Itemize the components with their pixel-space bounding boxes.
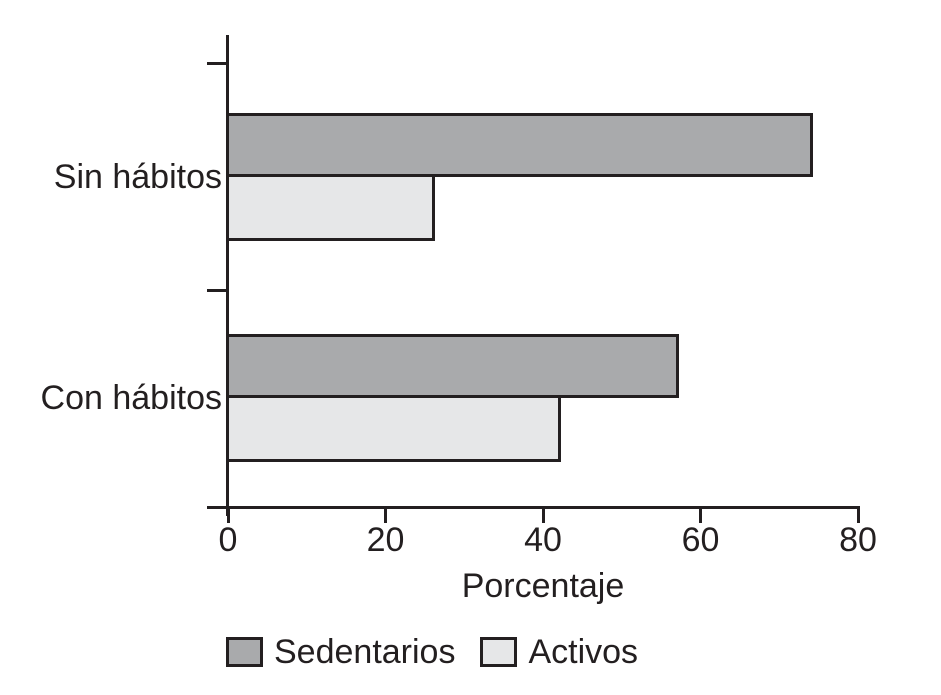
x-tick-label: 40 [524, 521, 562, 559]
bar-sedentarios [226, 333, 679, 398]
y-axis-tick [207, 62, 228, 65]
category-label: Sin hábitos [53, 157, 222, 196]
legend-swatch-sedentarios-icon [226, 637, 263, 667]
x-tick-label: 60 [681, 521, 720, 559]
x-axis-tick [699, 506, 702, 523]
legend: Sedentarios Activos [226, 633, 638, 671]
x-axis-tick [856, 506, 860, 523]
x-axis-tick [541, 506, 545, 523]
legend-item: Sedentarios [226, 633, 455, 671]
legend-label: Activos [528, 633, 639, 671]
legend-label: Sedentarios [274, 633, 456, 671]
bar-activos [226, 173, 435, 241]
y-axis-tick [207, 289, 228, 292]
x-axis-tick [226, 506, 230, 523]
x-tick-label: 80 [839, 521, 877, 559]
x-axis-tick [384, 506, 387, 523]
bar-sedentarios [226, 112, 813, 177]
x-axis-title: Porcentaje [461, 567, 625, 605]
x-axis-line [207, 506, 858, 509]
category-label: Con hábitos [40, 378, 222, 417]
x-tick-label: 20 [366, 521, 405, 559]
x-tick-label: 0 [218, 521, 238, 559]
legend-item: Activos [480, 633, 638, 671]
legend-swatch-activos-icon [480, 637, 518, 667]
bar-activos [226, 394, 561, 462]
y-axis-line [226, 35, 229, 516]
